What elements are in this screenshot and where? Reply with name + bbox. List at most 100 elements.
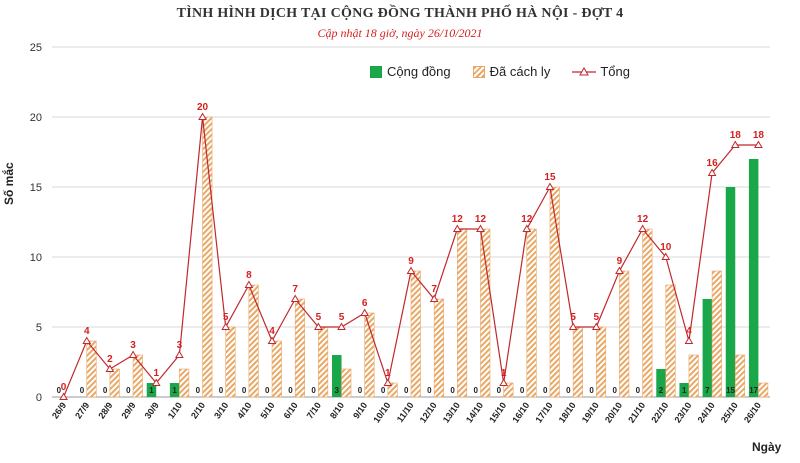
bar-isolated: [179, 368, 190, 398]
x-tick-label: 26/10: [742, 400, 763, 424]
total-value-label: 5: [339, 312, 345, 323]
y-tick-label: 10: [30, 252, 42, 264]
legend-swatch-total: [572, 66, 597, 75]
bar-isolated: [572, 326, 583, 398]
community-value-label: 0: [358, 386, 363, 395]
bar-isolated: [503, 382, 514, 398]
community-value-label: 2: [659, 386, 664, 395]
community-value-label: 0: [566, 386, 571, 395]
total-marker: [360, 308, 370, 316]
bar-isolated: [642, 228, 653, 398]
legend-swatch-isolated: [472, 65, 485, 78]
community-value-label: 0: [103, 386, 108, 395]
bar-isolated: [248, 284, 259, 398]
total-marker: [707, 168, 717, 176]
bar-isolated: [387, 382, 398, 398]
x-axis-label: Ngày: [752, 440, 782, 454]
x-tick-label: 20/10: [603, 400, 624, 424]
community-value-label: 0: [520, 386, 525, 395]
total-value-label: 7: [431, 284, 437, 295]
total-value-label: 12: [521, 214, 533, 225]
x-tick-label: 24/10: [696, 400, 717, 424]
total-value-label: 5: [223, 312, 229, 323]
total-value-label: 4: [269, 326, 275, 337]
community-value-label: 1: [149, 386, 154, 395]
community-value-label: 0: [57, 386, 62, 395]
bar-isolated: [132, 354, 143, 398]
bar-isolated: [341, 368, 352, 398]
x-tick-label: 15/10: [487, 400, 508, 424]
x-tick-label: 21/10: [626, 400, 647, 424]
bar-community: [748, 159, 759, 397]
total-marker: [568, 322, 578, 330]
total-marker: [267, 336, 277, 344]
total-value-label: 2: [107, 354, 113, 365]
legend-label-community: Cộng đồng: [387, 64, 451, 79]
bar-community: [725, 187, 736, 397]
x-tick-label: 27/9: [73, 400, 91, 420]
total-value-label: 5: [570, 312, 576, 323]
x-tick-label: 10/10: [371, 400, 392, 424]
total-value-label: 7: [292, 284, 298, 295]
bar-isolated: [665, 284, 676, 398]
community-value-label: 0: [126, 386, 131, 395]
x-tick-label: 1/10: [166, 400, 184, 420]
chart-title: TÌNH HÌNH DỊCH TẠI CỘNG ĐỒNG THÀNH PHỐ H…: [176, 6, 624, 21]
total-value-label: 1: [501, 368, 507, 379]
total-marker: [151, 378, 161, 386]
community-value-label: 0: [612, 386, 617, 395]
total-marker: [638, 224, 647, 232]
total-marker: [290, 294, 300, 302]
community-value-label: 0: [381, 386, 386, 395]
bar-isolated: [433, 298, 444, 398]
total-marker: [128, 350, 138, 358]
x-tick-label: 17/10: [533, 400, 554, 424]
x-tick-label: 25/10: [719, 400, 740, 424]
total-value-label: 6: [362, 298, 368, 309]
legend-label-isolated: Đã cách ly: [489, 64, 551, 79]
total-value-label: 4: [686, 326, 692, 337]
total-value-label: 3: [177, 340, 183, 351]
community-value-label: 0: [219, 386, 224, 395]
total-value-label: 18: [730, 130, 742, 141]
community-value-label: 0: [636, 386, 641, 395]
bar-isolated: [758, 382, 769, 398]
bar-isolated: [410, 270, 421, 398]
bar-community: [332, 355, 342, 397]
total-value-label: 15: [544, 172, 556, 183]
x-tick-label: 16/10: [510, 400, 531, 424]
x-tick-label: 12/10: [418, 400, 439, 424]
total-value-label: 20: [197, 102, 209, 113]
x-tick-label: 4/10: [235, 400, 253, 420]
total-marker: [545, 182, 555, 190]
total-value-label: 1: [385, 368, 391, 379]
community-value-label: 0: [288, 386, 293, 395]
total-value-label: 4: [84, 326, 90, 337]
x-tick-label: 18/10: [557, 400, 578, 424]
legend-item-isolated: Đã cách ly: [472, 64, 551, 79]
total-marker: [105, 364, 115, 372]
x-tick-label: 19/10: [580, 400, 601, 424]
total-value-label: 5: [594, 312, 600, 323]
x-tick-label: 3/10: [212, 400, 230, 420]
x-tick-label: 11/10: [395, 400, 416, 424]
total-marker: [383, 378, 393, 386]
total-value-label: 5: [316, 312, 322, 323]
total-value-label: 0: [61, 382, 67, 393]
total-marker: [82, 336, 92, 344]
community-value-label: 0: [543, 386, 548, 395]
x-tick-label: 26/9: [50, 400, 68, 420]
total-value-label: 10: [660, 242, 672, 253]
total-marker: [198, 112, 207, 120]
legend-label-total: Tổng: [600, 64, 630, 79]
bar-isolated: [595, 326, 607, 398]
chart-subtitle: Cập nhật 18 giờ, ngày 26/10/2021: [317, 26, 483, 40]
total-marker: [615, 266, 624, 274]
total-marker: [499, 378, 509, 386]
community-value-label: 0: [427, 386, 432, 395]
total-value-label: 9: [408, 256, 414, 267]
chart-legend: Cộng đồng Đã cách ly Tổng: [370, 64, 652, 79]
x-tick-label: 5/10: [258, 400, 276, 420]
community-value-label: 0: [311, 386, 316, 395]
bar-isolated: [688, 354, 699, 398]
